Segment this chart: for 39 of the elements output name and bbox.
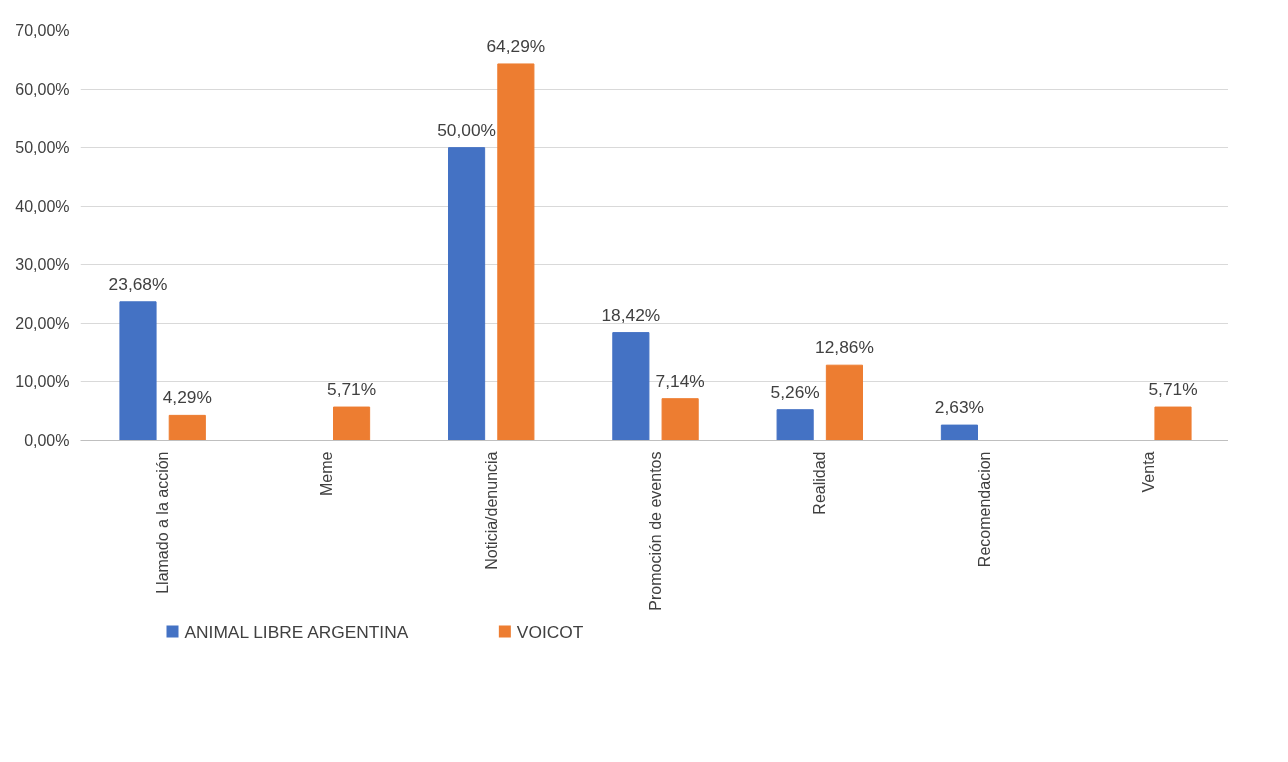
x-tick-label: Venta	[1139, 451, 1157, 493]
x-tick-label: Recomendacion	[975, 451, 993, 568]
data-label: 5,71%	[327, 379, 377, 400]
bar	[333, 406, 371, 441]
data-label: 4,29%	[162, 387, 212, 408]
data-label: 5,26%	[770, 381, 820, 402]
bar	[612, 332, 650, 441]
y-tick-label: 0,00%	[24, 432, 70, 449]
data-label: 64,29%	[486, 35, 546, 56]
y-tick-label: 50,00%	[15, 139, 70, 157]
y-tick-label: 40,00%	[15, 197, 70, 215]
bar	[497, 63, 535, 441]
data-label: 18,42%	[601, 304, 661, 325]
x-tick-label: Meme	[318, 451, 336, 496]
legend-label: ANIMAL LIBRE ARGENTINA	[184, 621, 409, 642]
data-label: 7,14%	[655, 370, 705, 391]
bar	[661, 398, 699, 441]
legend-label: VOICOT	[516, 621, 584, 642]
y-tick-label: 20,00%	[15, 314, 70, 332]
bar	[119, 301, 157, 441]
y-tick-label: 70,00%	[15, 22, 70, 39]
data-label: 12,86%	[815, 337, 874, 358]
y-tick-label: 30,00%	[15, 256, 70, 274]
x-tick-label: Noticia/denuncia	[482, 451, 500, 570]
bar	[168, 414, 206, 441]
data-label: 2,63%	[934, 397, 984, 418]
x-tick-label: Realidad	[811, 451, 829, 515]
bar	[1154, 406, 1192, 441]
x-tick-label: Promoción de eventos	[647, 451, 664, 611]
bar	[940, 424, 978, 441]
data-label: 23,68%	[108, 273, 168, 294]
y-tick-label: 60,00%	[15, 80, 70, 98]
bar	[776, 409, 814, 441]
data-label: 50,00%	[437, 119, 496, 140]
bar	[448, 147, 486, 441]
x-tick-label: Llamado a la acción	[154, 451, 172, 594]
data-label: 5,71%	[1148, 379, 1198, 400]
y-tick-label: 10,00%	[15, 373, 70, 391]
bar	[825, 364, 863, 441]
